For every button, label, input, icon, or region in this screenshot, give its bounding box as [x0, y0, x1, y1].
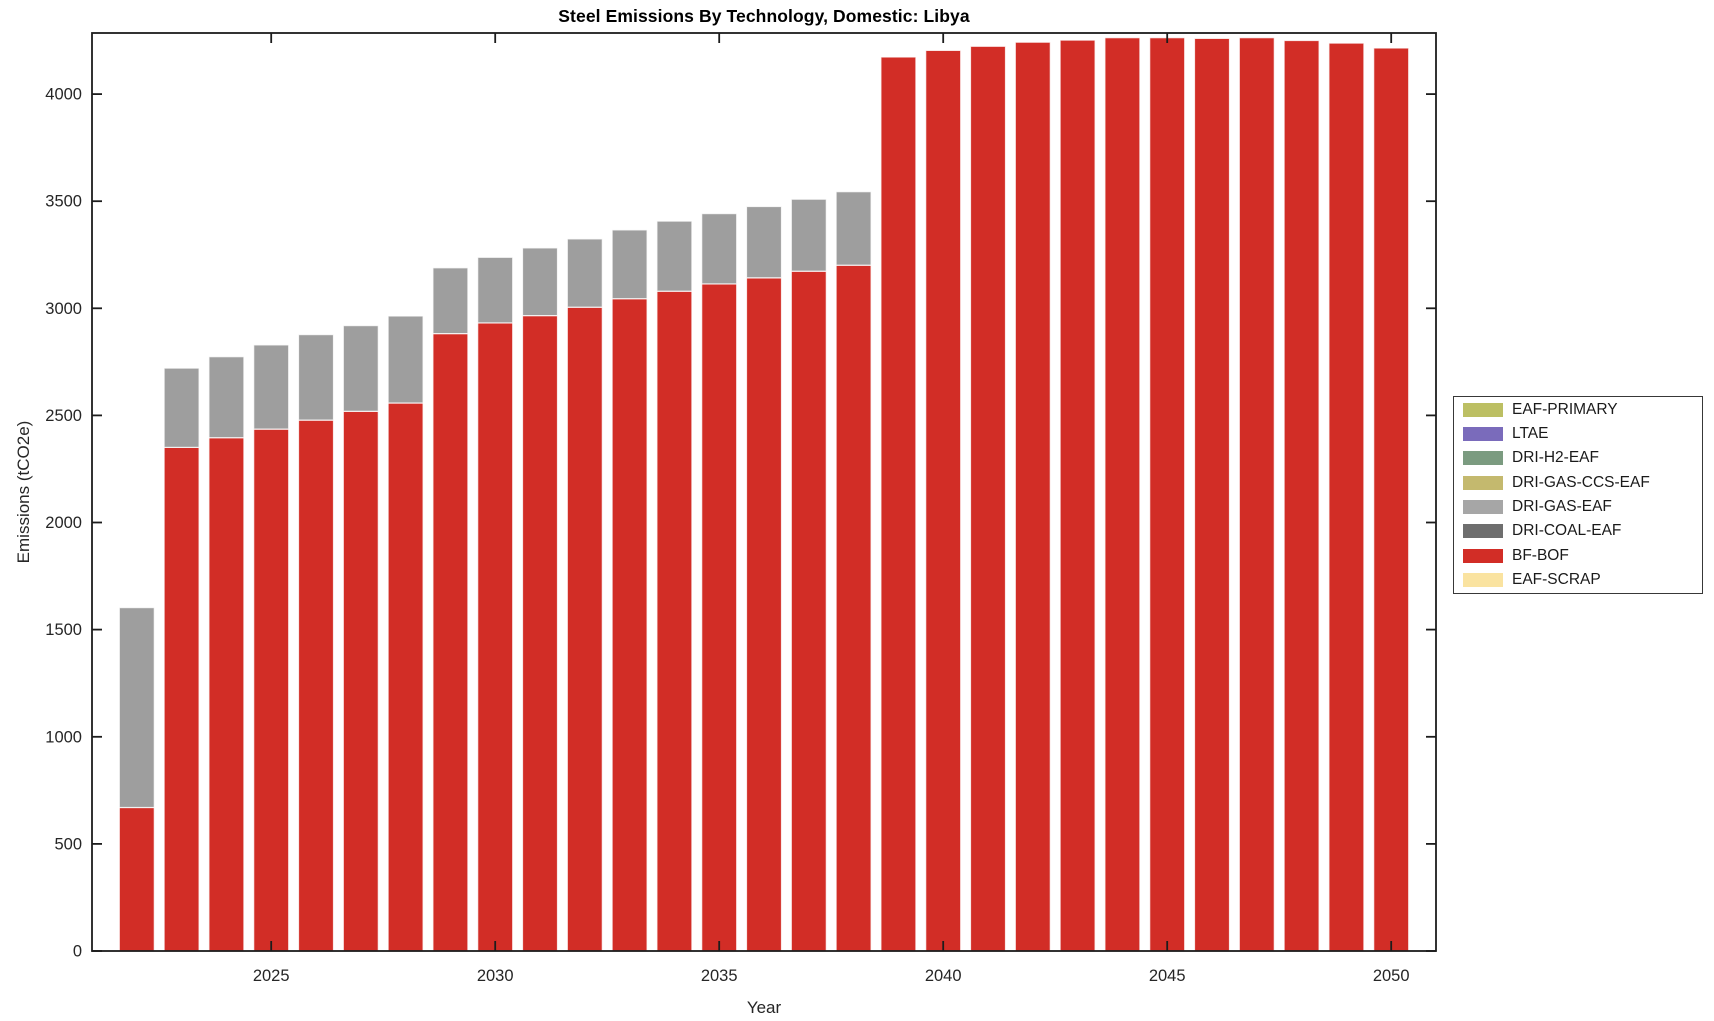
bar-segment-dri-gas-eaf-2025	[253, 344, 290, 430]
bar-segment-bf-bof-2050	[1373, 47, 1410, 952]
axes-layer	[91, 32, 1437, 952]
y-tick-label-1000: 1000	[45, 728, 82, 746]
legend-swatch	[1463, 500, 1503, 515]
legend-label: BF-BOF	[1512, 546, 1569, 564]
x-axis-label: Year	[746, 998, 782, 1017]
bar-segment-bf-bof-2035	[701, 283, 738, 952]
legend-swatch	[1463, 451, 1503, 466]
bar-segment-bf-bof-2036	[745, 277, 783, 952]
y-tick-label-2000: 2000	[45, 514, 82, 532]
bar-segment-dri-gas-eaf-2029	[432, 267, 469, 335]
bar-segment-bf-bof-2034	[656, 290, 693, 952]
bar-segment-dri-gas-eaf-2038	[835, 191, 872, 266]
x-tick-label-2025: 2025	[253, 967, 290, 985]
legend-swatch	[1463, 524, 1503, 539]
bar-segment-bf-bof-2046	[1193, 37, 1231, 952]
y-axis-label: Emissions (tCO2e)	[14, 420, 33, 564]
legend-item-eaf-primary: EAF-PRIMARY	[1454, 398, 1702, 421]
y-tick-label-3000: 3000	[45, 300, 82, 318]
y-tick-label-500: 500	[54, 835, 82, 853]
bar-segment-dri-gas-eaf-2036	[745, 205, 783, 279]
bar-segment-bf-bof-2040	[925, 49, 962, 952]
legend-swatch	[1463, 548, 1503, 563]
bar-segment-dri-gas-eaf-2026	[297, 334, 335, 421]
y-tick-label-0: 0	[73, 943, 82, 961]
legend-label: EAF-SCRAP	[1512, 571, 1601, 589]
bar-segment-bf-bof-2049	[1328, 42, 1365, 952]
legend-swatch	[1463, 475, 1503, 490]
y-tick-label-4000: 4000	[45, 86, 82, 104]
bar-segment-dri-gas-eaf-2037	[790, 198, 827, 272]
bar-segment-bf-bof-2027	[342, 410, 379, 952]
bar-segment-bf-bof-2038	[835, 264, 872, 952]
legend-item-dri-gas-eaf: DRI-GAS-EAF	[1454, 496, 1702, 519]
x-tick-label-2035: 2035	[701, 967, 738, 985]
legend-item-dri-gas-ccs-eaf: DRI-GAS-CCS-EAF	[1454, 471, 1702, 494]
legend-label: DRI-COAL-EAF	[1512, 522, 1622, 540]
bar-segment-bf-bof-2037	[790, 270, 827, 952]
legend-item-dri-h2-eaf: DRI-H2-EAF	[1454, 447, 1702, 470]
x-tick-label-2050: 2050	[1373, 967, 1410, 985]
legend-swatch	[1463, 573, 1503, 588]
legend-label: DRI-H2-EAF	[1512, 449, 1599, 467]
bar-segment-dri-gas-eaf-2027	[342, 325, 379, 412]
legend-item-dri-coal-eaf: DRI-COAL-EAF	[1454, 520, 1702, 543]
legend-item-ltae: LTAE	[1454, 423, 1702, 446]
chart-title: Steel Emissions By Technology, Domestic:…	[558, 6, 970, 26]
legend-swatch	[1463, 427, 1503, 442]
x-tick-label-2045: 2045	[1149, 967, 1186, 985]
bar-segment-bf-bof-2045	[1149, 37, 1186, 952]
legend-label: EAF-PRIMARY	[1512, 400, 1618, 418]
x-tick-label-2030: 2030	[477, 967, 514, 985]
bar-segment-bf-bof-2026	[297, 419, 335, 952]
legend-swatch	[1463, 402, 1503, 417]
bar-segment-bf-bof-2023	[163, 446, 200, 952]
y-tick-label-1500: 1500	[45, 621, 82, 639]
bar-segment-dri-gas-eaf-2031	[521, 247, 559, 317]
bars-layer	[118, 37, 1410, 952]
y-tick-label-3500: 3500	[45, 193, 82, 211]
bar-segment-bf-bof-2028	[387, 402, 424, 952]
legend-label: LTAE	[1512, 425, 1549, 443]
legend: EAF-PRIMARY LTAE DRI-H2-EAF DRI-GAS-CCS-EAF…	[1453, 396, 1703, 594]
bar-segment-dri-gas-eaf-2028	[387, 315, 424, 404]
legend-item-bf-bof: BF-BOF	[1454, 544, 1702, 567]
bar-segment-dri-gas-eaf-2032	[566, 238, 603, 308]
bar-segment-bf-bof-2032	[566, 306, 603, 952]
bar-segment-dri-gas-eaf-2035	[701, 213, 738, 285]
bar-segment-dri-gas-eaf-2023	[163, 367, 200, 449]
y-tick-label-2500: 2500	[45, 407, 82, 425]
bar-segment-bf-bof-2041	[969, 45, 1007, 952]
bar-segment-dri-gas-eaf-2030	[477, 256, 514, 324]
bar-segment-bf-bof-2031	[521, 315, 559, 952]
bar-segment-bf-bof-2024	[208, 437, 245, 952]
x-tick-label-2040: 2040	[925, 967, 962, 985]
bar-segment-bf-bof-2022	[118, 806, 155, 952]
bar-segment-bf-bof-2044	[1104, 37, 1141, 952]
bar-segment-bf-bof-2039	[880, 56, 917, 952]
bar-segment-bf-bof-2042	[1014, 41, 1051, 952]
legend-label: DRI-GAS-CCS-EAF	[1512, 473, 1650, 491]
bar-segment-bf-bof-2033	[611, 298, 648, 952]
bar-segment-bf-bof-2043	[1059, 39, 1096, 952]
legend-label: DRI-GAS-EAF	[1512, 498, 1612, 516]
legend-item-eaf-scrap: EAF-SCRAP	[1454, 569, 1702, 592]
bar-segment-dri-gas-eaf-2034	[656, 220, 693, 292]
bar-segment-dri-gas-eaf-2022	[118, 606, 155, 809]
bar-segment-bf-bof-2029	[432, 333, 469, 952]
bar-segment-bf-bof-2048	[1283, 39, 1320, 952]
bar-segment-dri-gas-eaf-2033	[611, 229, 648, 300]
tick-labels: 2025 2030 2035 2040 2045 2050 0 500 1000 1500 2000…	[45, 86, 1409, 985]
bar-segment-dri-gas-eaf-2024	[208, 356, 245, 439]
bar-segment-bf-bof-2025	[253, 428, 290, 952]
bar-segment-bf-bof-2030	[477, 322, 514, 952]
bar-segment-bf-bof-2047	[1238, 37, 1275, 952]
